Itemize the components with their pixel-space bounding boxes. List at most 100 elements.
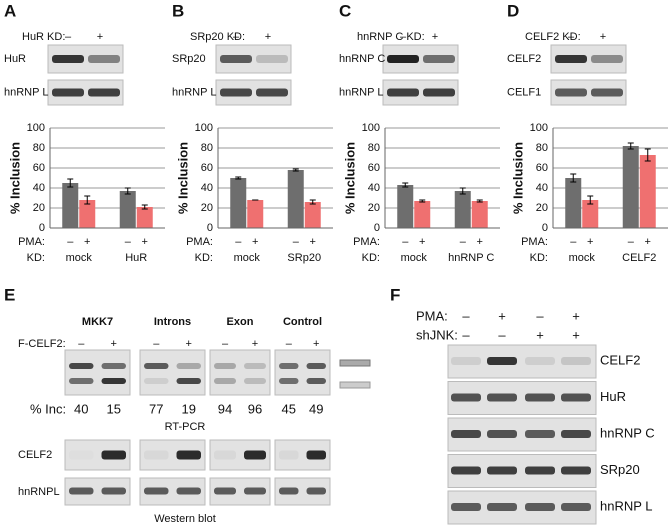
pma-sign: + (310, 236, 316, 248)
band (591, 88, 623, 97)
band (451, 503, 481, 511)
sign: + (572, 308, 580, 323)
condition-label: shJNK: (416, 327, 458, 342)
pma-sign: – (628, 236, 635, 248)
band (101, 378, 126, 384)
y-tick-label: 80 (201, 142, 213, 154)
inclusion-value: 15 (107, 401, 121, 416)
band (256, 88, 288, 97)
pma-sign: – (570, 236, 577, 248)
y-tick-label: 60 (536, 162, 548, 174)
band (525, 357, 555, 365)
pma-sign: + (587, 236, 593, 248)
band (561, 357, 591, 365)
sign: – (233, 31, 240, 43)
pma-sign: – (235, 236, 242, 248)
pma-sign: + (142, 236, 148, 248)
pma-sign: + (84, 236, 90, 248)
bar (79, 200, 96, 228)
sign: – (78, 338, 85, 350)
band (244, 450, 266, 460)
band (214, 487, 236, 495)
blot (274, 349, 331, 396)
y-tick-label: 100 (195, 122, 213, 134)
kd-label: CELF2 KD: (525, 31, 581, 43)
inclusion-value: 49 (309, 401, 323, 416)
row-label: PMA: (186, 236, 213, 248)
blot (215, 44, 292, 74)
band (69, 451, 94, 460)
bar (622, 146, 639, 228)
sign: + (432, 31, 438, 43)
band (214, 450, 236, 460)
band (176, 487, 201, 495)
blot-label: CELF2 (18, 449, 52, 461)
column-header: Exon (227, 316, 254, 328)
pma-sign: + (252, 236, 258, 248)
y-tick-label: 100 (27, 122, 45, 134)
treatment-label: F-CELF2: (18, 338, 66, 350)
band (214, 363, 236, 369)
bar (639, 155, 656, 228)
pma-sign: – (293, 236, 300, 248)
panel-letter: E (4, 285, 15, 304)
y-tick-label: 20 (536, 202, 548, 214)
band (423, 55, 455, 63)
blot-label: CELF2 (600, 352, 640, 367)
bar (397, 185, 414, 228)
y-tick-label: 0 (207, 222, 213, 234)
band (487, 357, 517, 365)
category-label: mock (234, 252, 261, 264)
row-label: KD: (195, 252, 213, 264)
y-tick-label: 60 (368, 162, 380, 174)
blot-label: CELF1 (507, 86, 541, 98)
band (525, 393, 555, 402)
band (555, 88, 587, 97)
band (451, 393, 481, 402)
category-label: HuR (125, 252, 147, 264)
band (144, 378, 169, 384)
blot-label: SRp20 (600, 462, 640, 477)
blot (139, 349, 206, 396)
inclusion-value: 94 (218, 401, 232, 416)
band (69, 378, 94, 384)
band (279, 450, 299, 460)
band (101, 363, 126, 369)
panel-letter: A (4, 1, 16, 20)
sign: – (536, 308, 544, 323)
band (561, 430, 591, 438)
band (69, 487, 94, 495)
y-tick-label: 20 (368, 202, 380, 214)
blot-label: SRp20 (172, 53, 206, 65)
band (52, 88, 84, 97)
blot-label: hnRNP L (4, 86, 48, 98)
blot (209, 349, 271, 396)
band (279, 487, 299, 495)
y-tick-label: 80 (368, 142, 380, 154)
y-tick-label: 40 (536, 182, 548, 194)
sign: + (111, 338, 117, 350)
blot-label: hnRNP C (339, 53, 385, 65)
bar (247, 200, 264, 228)
blot-label: hnRNP C (600, 425, 655, 440)
y-tick-label: 40 (33, 182, 45, 194)
row-label: KD: (362, 252, 380, 264)
y-tick-label: 100 (362, 122, 380, 134)
inclusion-value: 77 (149, 401, 163, 416)
sign: – (400, 31, 407, 43)
bar (582, 200, 599, 228)
bar (304, 202, 321, 228)
sign: + (498, 308, 506, 323)
band (387, 88, 419, 97)
band (88, 88, 120, 97)
pma-sign: – (67, 236, 74, 248)
kd-label: HuR KD: (22, 31, 65, 43)
band (256, 55, 288, 63)
kd-label: SRp20 KD: (190, 31, 245, 43)
sign: – (286, 338, 293, 350)
sign: + (265, 31, 271, 43)
bar (230, 178, 247, 228)
y-tick-label: 0 (374, 222, 380, 234)
sign: + (97, 31, 103, 43)
blot-label: HuR (4, 53, 26, 65)
